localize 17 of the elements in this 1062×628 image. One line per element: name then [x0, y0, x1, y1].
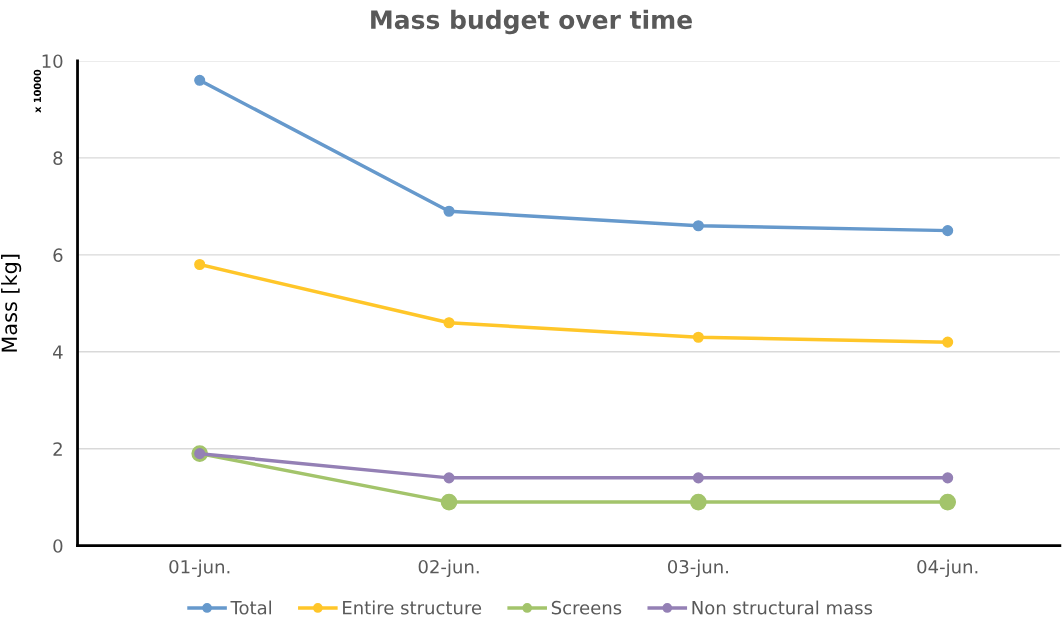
x-tick-label: 03-jun. [667, 559, 728, 578]
text: x 10000 [33, 69, 42, 113]
legend-label: Non structural mass [692, 600, 873, 615]
y-tick-label: 0 [53, 539, 63, 553]
x-tick-label: 01-jun. [169, 559, 230, 578]
y-tick-label: 2 [53, 442, 62, 456]
y-tick-label: 8 [53, 151, 63, 165]
y-axis-title: Mass [kg] [1, 254, 22, 352]
x-tick-label: 02-jun. [418, 559, 479, 578]
legend-label: Entire structure [343, 600, 482, 615]
legend-label: Total [230, 600, 272, 615]
y-tick-label: 10 [42, 54, 63, 69]
x-tick-label: 04-jun. [917, 559, 978, 578]
legend-label: Screens [551, 600, 622, 615]
chart-title: Mass budget over time [371, 9, 692, 35]
y-tick-label: 4 [53, 345, 63, 359]
y-tick-label: 6 [53, 248, 63, 262]
